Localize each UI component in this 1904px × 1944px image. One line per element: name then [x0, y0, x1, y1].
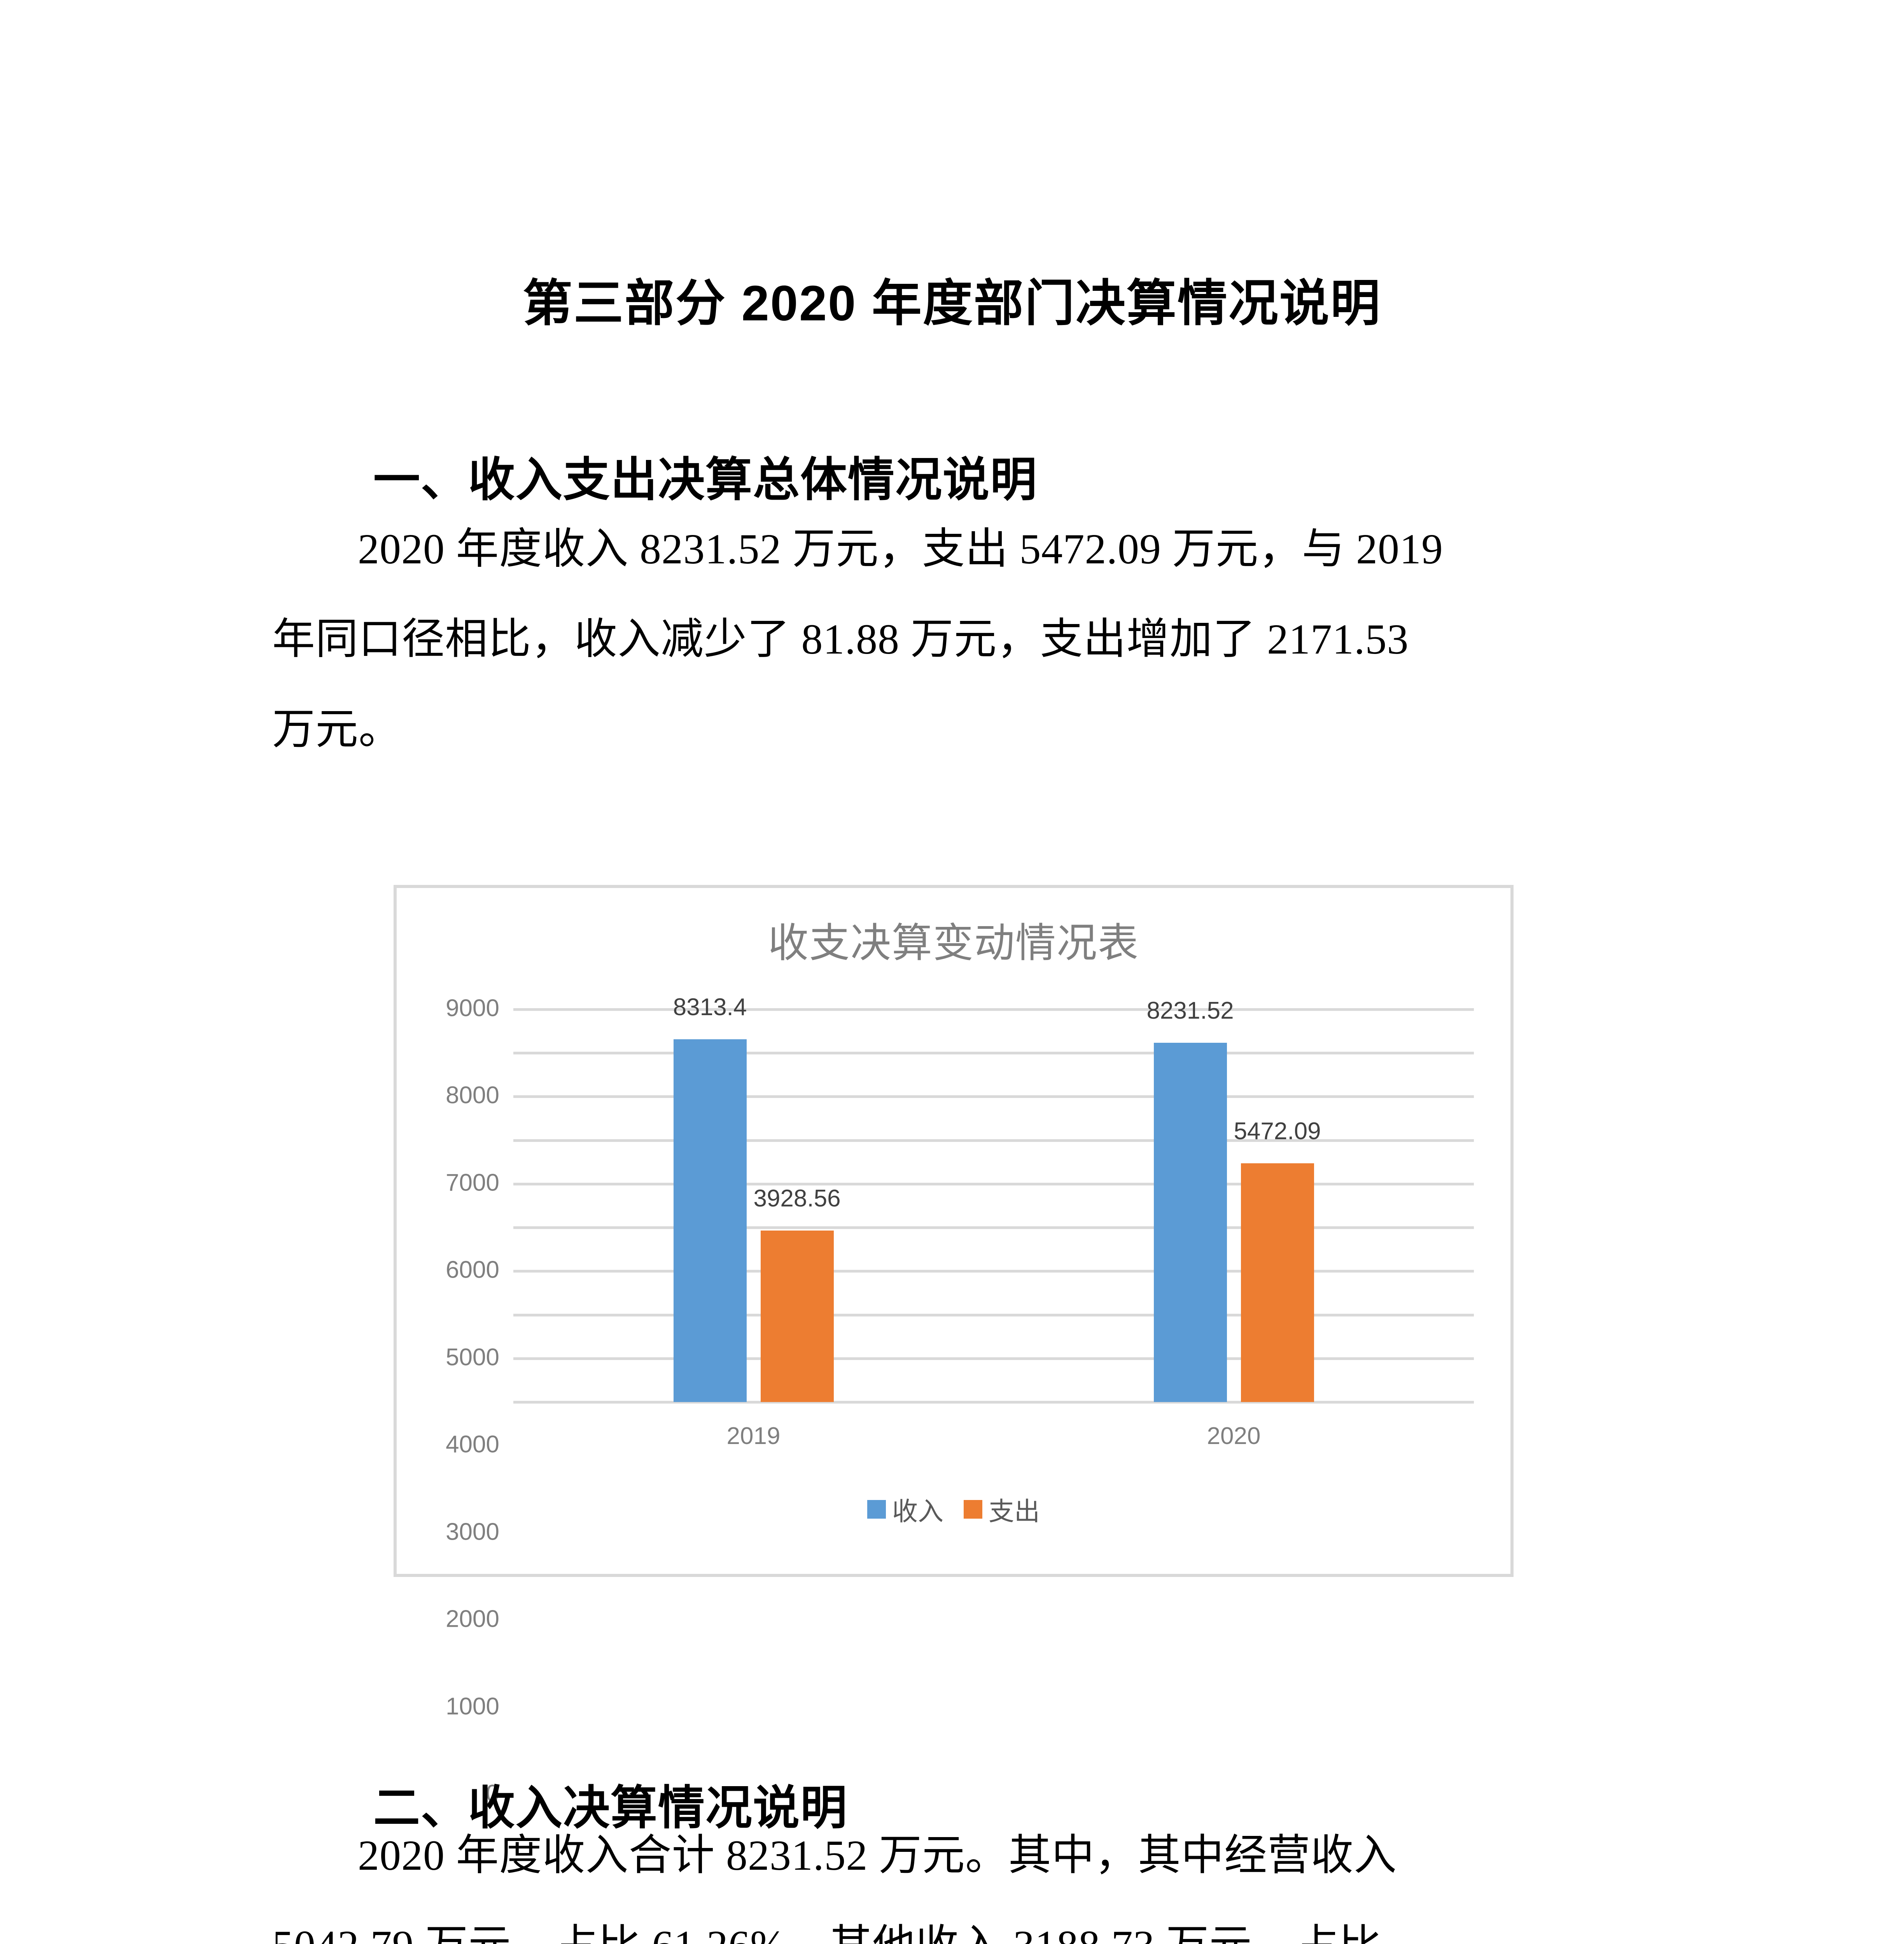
paragraph-line: 2020 年度收入合计 8231.52 万元。其中，其中经营收入: [358, 1832, 1397, 1879]
chart-bar: [1153, 1043, 1227, 1402]
legend-swatch-icon: [867, 1500, 886, 1519]
chart-bar-value-label: 3928.56: [753, 1185, 841, 1212]
paragraph-line: 2020 年度收入 8231.52 万元，支出 5472.09 万元，与 201…: [358, 525, 1443, 573]
chart-plot-area: 0 1000 2000 3000 4000 5000 6000 7000 8000 9000 831…: [446, 994, 1474, 1807]
chart-gridline: 8000: [446, 1052, 1474, 1109]
paragraph-income-expense-overview: 2020 年度收入 8231.52 万元，支出 5472.09 万元，与 201…: [272, 504, 1633, 774]
paragraph-line: 年同口径相比，收入减少了 81.88 万元，支出增加了 2171.53: [272, 615, 1409, 663]
chart-gridline: 0: [486, 1401, 1474, 1807]
chart-bar-value-label: 8313.4: [673, 994, 747, 1021]
chart-y-tick-label: 5000: [446, 1344, 499, 1371]
legend-swatch-icon: [964, 1500, 982, 1519]
chart-y-tick-label: 1000: [446, 1693, 499, 1720]
chart-y-tick-label: 7000: [446, 1169, 499, 1196]
chart-bar: [673, 1039, 747, 1402]
paragraph-line: 5042.79 万元，占比 61.26%，其他收入 3188.73 万元，占比: [272, 1900, 1633, 1944]
chart-legend-item[interactable]: 支出: [964, 1491, 1040, 1528]
chart-title: 收支决算变动情况表: [768, 921, 1139, 966]
chart-x-tick-label: 2020: [1207, 1423, 1261, 1449]
chart-gridline: 7000: [446, 1095, 1474, 1196]
chart-bar-value-label: 5472.09: [1234, 1117, 1321, 1145]
chart-y-tick-label: 3000: [446, 1518, 499, 1545]
section-heading-income-expense-overview: 一、收入支出决算总体情况说明: [373, 453, 1038, 506]
chart-legend-label: 收入: [892, 1497, 943, 1526]
paragraph-income-detail: 2020 年度收入合计 8231.52 万元。其中，其中经营收入 5042.79…: [272, 1810, 1633, 1944]
chart-y-tick-label: 0: [486, 1780, 499, 1807]
budget-variation-bar-chart: 收支决算变动情况表 0 1000 2000 3000 4000 5000 6000 7000 8…: [394, 885, 1514, 1807]
chart-y-tick-label: 9000: [446, 995, 499, 1022]
chart-gridline: 2000: [446, 1313, 1474, 1633]
chart-gridline: 1000: [446, 1357, 1474, 1720]
chart-gridline: 6000: [446, 1139, 1474, 1283]
chart-bar: [760, 1231, 834, 1402]
chart-y-tick-label: 4000: [446, 1431, 499, 1458]
chart-gridline: 9000: [446, 995, 1474, 1022]
chart-legend: 收入 支出: [397, 1491, 1510, 1528]
page-title: 第三部分 2020 年度部门决算情况说明: [523, 275, 1381, 331]
chart-y-tick-label: 2000: [446, 1605, 499, 1633]
chart-gridline: 5000: [446, 1182, 1474, 1371]
chart-gridline: 4000: [446, 1226, 1474, 1458]
chart-bar-value-label: 8231.52: [1146, 997, 1234, 1024]
section-heading-income-detail: 二、收入决算情况说明: [373, 1781, 848, 1834]
chart-legend-label: 支出: [989, 1497, 1040, 1526]
chart-x-tick-label: 2019: [726, 1423, 780, 1449]
chart-gridline: 3000: [446, 1270, 1474, 1545]
chart-bar: [1241, 1163, 1314, 1402]
chart-legend-item[interactable]: 收入: [867, 1491, 943, 1528]
chart-y-tick-label: 6000: [446, 1256, 499, 1283]
paragraph-line: 万元。: [272, 706, 402, 753]
chart-y-tick-label: 8000: [446, 1082, 499, 1109]
